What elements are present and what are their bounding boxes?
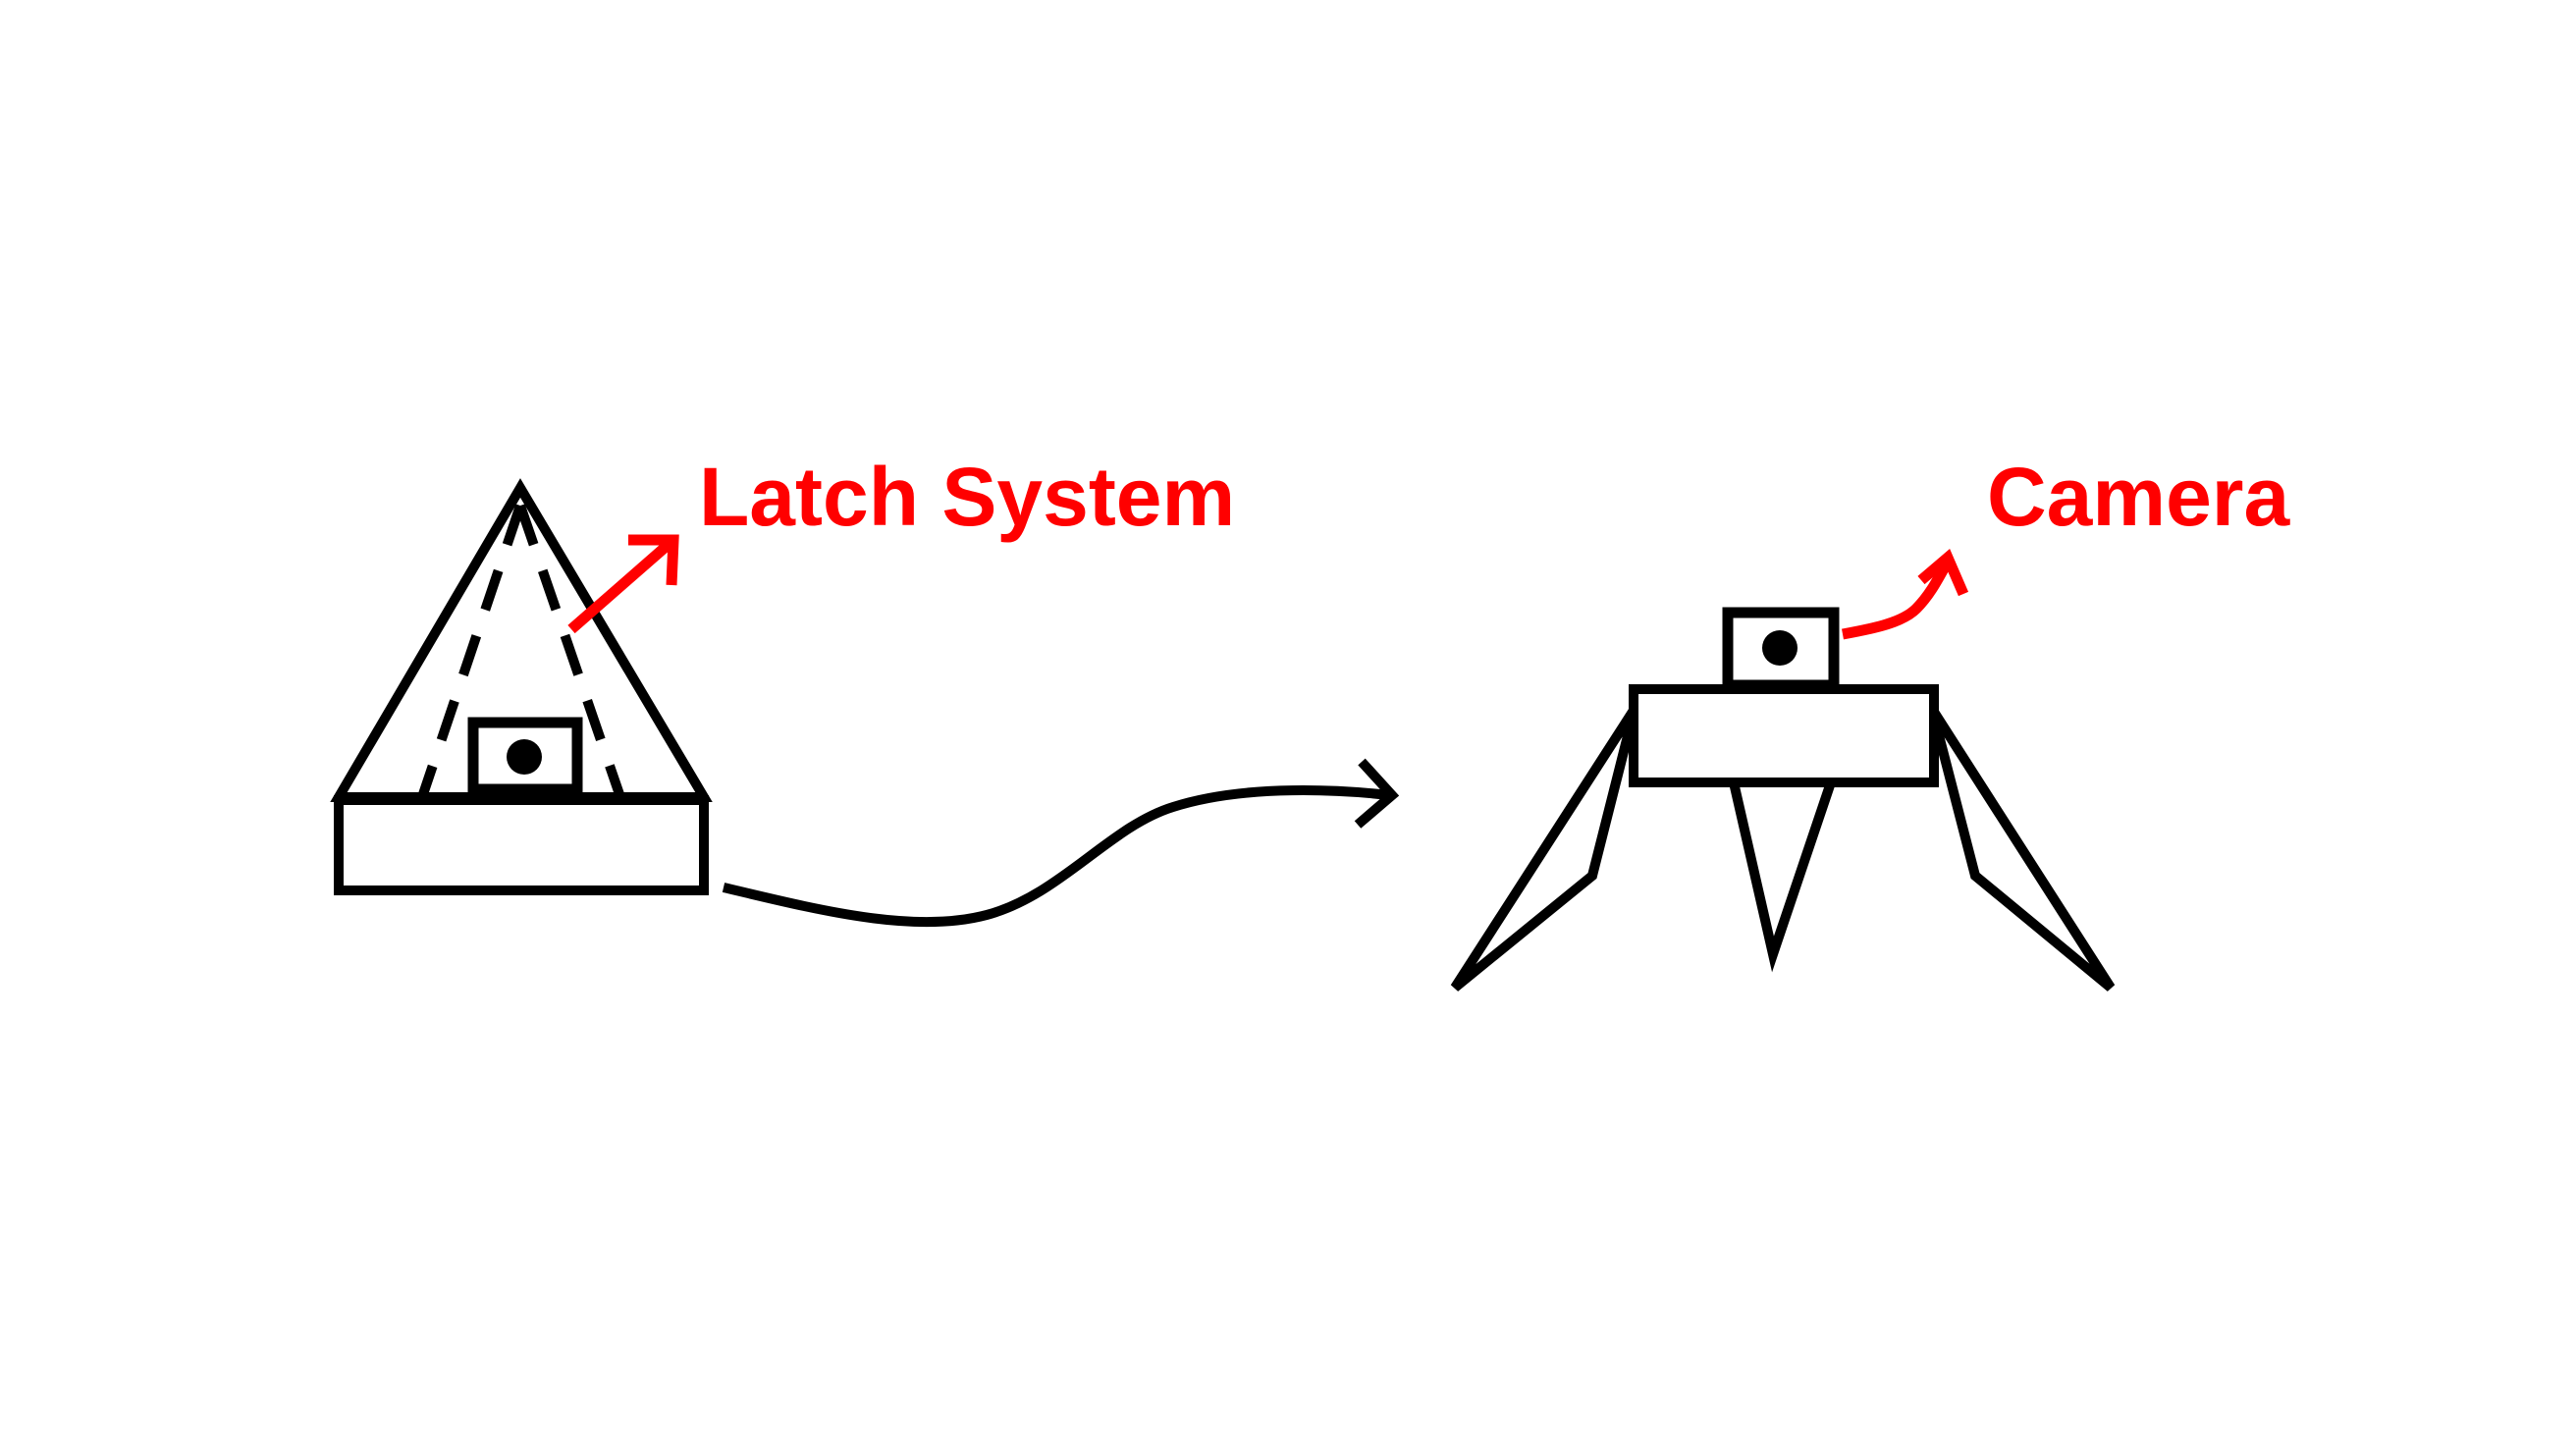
latch-dash-right (515, 504, 625, 799)
pod-base (334, 795, 709, 895)
lander-leg-center (1729, 780, 1836, 973)
lander-camera-lens (1762, 630, 1798, 666)
latch-system-label: Latch System (699, 451, 1236, 543)
camera-label: Camera (1987, 451, 2290, 543)
deployed-lander-icon (1450, 607, 2116, 992)
latch-pointer-arrow (567, 534, 679, 634)
lander-camera-box (1722, 607, 1840, 691)
lander-body (1629, 684, 1939, 787)
closed-pod-icon (330, 478, 713, 895)
lander-leg-left (1450, 706, 1639, 992)
pod-camera-lens (507, 739, 542, 775)
transition-arrow-icon (722, 758, 1400, 928)
camera-pointer-arrow (1842, 548, 1969, 640)
latch-dash-left (417, 504, 525, 799)
lander-leg-right (1927, 706, 2116, 992)
